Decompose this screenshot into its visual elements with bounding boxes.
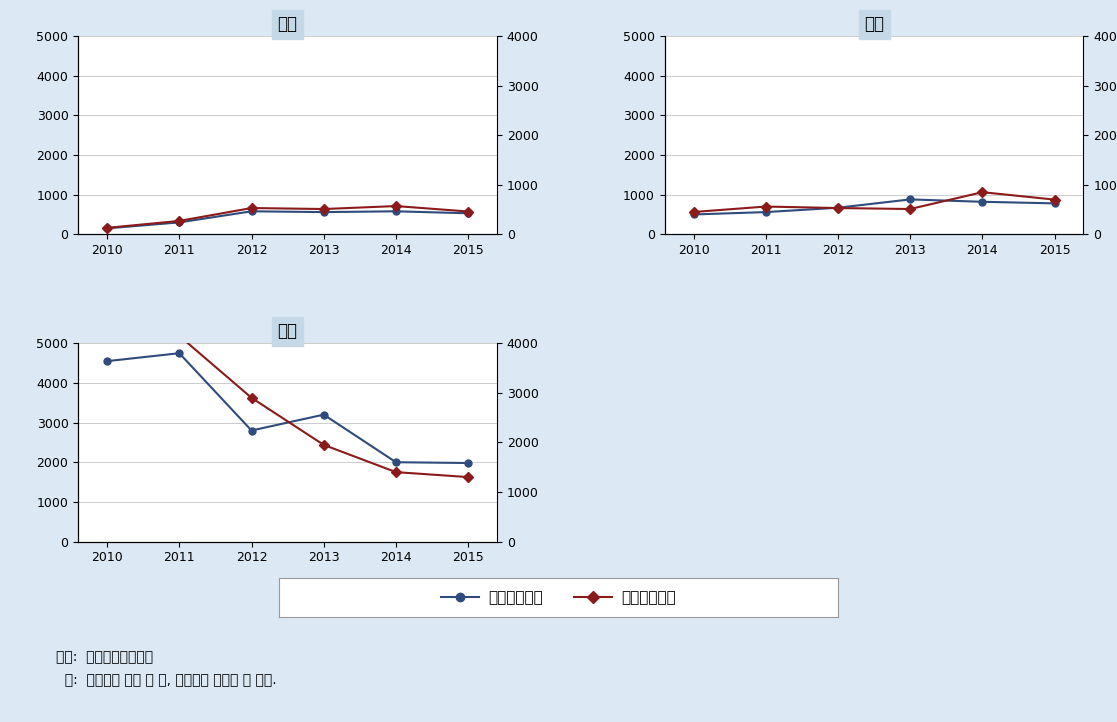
Title: 마산: 마산 xyxy=(278,322,297,340)
Text: 자료:  한국산업단지공단: 자료: 한국산업단지공단 xyxy=(56,650,153,664)
Legend: 생산백만달러, 수출백만달러: 생산백만달러, 수출백만달러 xyxy=(435,584,682,611)
Text: 주:  생산액은 왼쪽 육 값, 수출액은 오른쪽 육 값임.: 주: 생산액은 왼쪽 육 값, 수출액은 오른쪽 육 값임. xyxy=(56,673,277,687)
Title: 대불: 대불 xyxy=(865,15,884,33)
Title: 군산: 군산 xyxy=(278,15,297,33)
